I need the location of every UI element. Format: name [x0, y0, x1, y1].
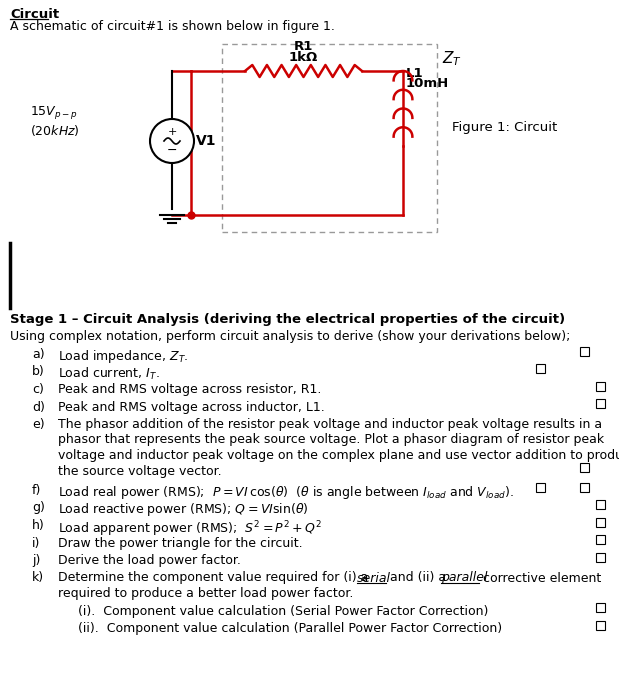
Text: e): e)	[32, 418, 45, 431]
Text: voltage and inductor peak voltage on the complex plane and use vector addition t: voltage and inductor peak voltage on the…	[58, 449, 619, 462]
Bar	[595, 535, 605, 544]
Text: Load real power (RMS);  $P = VI\,\cos(\theta)$  ($\theta$ is angle between $I_{l: Load real power (RMS); $P = VI\,\cos(\th…	[58, 484, 514, 501]
Text: c): c)	[32, 383, 44, 396]
Text: +: +	[167, 127, 176, 137]
Text: (ii).  Component value calculation (Parallel Power Factor Correction): (ii). Component value calculation (Paral…	[78, 622, 502, 635]
Bar	[579, 346, 589, 355]
Text: serial: serial	[357, 572, 391, 585]
Text: 1kΩ: 1kΩ	[289, 51, 318, 64]
Text: $(20kHz)$: $(20kHz)$	[30, 124, 80, 139]
Text: L1: L1	[406, 67, 423, 80]
Text: g): g)	[32, 501, 45, 514]
Bar	[595, 382, 605, 391]
Text: Draw the power triangle for the circuit.: Draw the power triangle for the circuit.	[58, 537, 303, 550]
Text: phasor that represents the peak source voltage. Plot a phasor diagram of resisto: phasor that represents the peak source v…	[58, 434, 604, 447]
Bar	[595, 553, 605, 561]
Text: Load current, $I_T$.: Load current, $I_T$.	[58, 365, 160, 382]
Text: $Z_T$: $Z_T$	[442, 49, 462, 68]
Bar	[579, 463, 589, 472]
Text: $15V_{p-p}$: $15V_{p-p}$	[30, 104, 78, 122]
Text: h): h)	[32, 519, 45, 532]
Bar	[595, 399, 605, 408]
Text: Determine the component value required for (i) a: Determine the component value required f…	[58, 572, 373, 585]
Text: the source voltage vector.: the source voltage vector.	[58, 464, 222, 477]
Text: V1: V1	[196, 134, 217, 148]
Text: −: −	[167, 143, 177, 156]
Text: a): a)	[32, 348, 45, 361]
Text: k): k)	[32, 572, 44, 585]
Text: The phasor addition of the resistor peak voltage and inductor peak voltage resul: The phasor addition of the resistor peak…	[58, 418, 602, 431]
Bar	[535, 482, 545, 492]
Text: Using complex notation, perform circuit analysis to derive (show your derivation: Using complex notation, perform circuit …	[10, 330, 570, 343]
Text: Load apparent power (RMS);  $S^2 = P^2 + Q^2$: Load apparent power (RMS); $S^2 = P^2 + …	[58, 519, 322, 539]
Text: i): i)	[32, 537, 40, 550]
Text: 10mH: 10mH	[406, 77, 449, 90]
Text: Stage 1 – Circuit Analysis (deriving the electrical properties of the circuit): Stage 1 – Circuit Analysis (deriving the…	[10, 313, 565, 326]
Bar	[579, 482, 589, 492]
Text: parallel: parallel	[441, 572, 488, 585]
Text: Peak and RMS voltage across resistor, R1.: Peak and RMS voltage across resistor, R1…	[58, 383, 321, 396]
Text: A schematic of circuit#1 is shown below in figure 1.: A schematic of circuit#1 is shown below …	[10, 20, 335, 33]
Text: Derive the load power factor.: Derive the load power factor.	[58, 554, 241, 567]
Text: Figure 1: Circuit: Figure 1: Circuit	[452, 122, 557, 135]
Text: Load impedance, $Z_T$.: Load impedance, $Z_T$.	[58, 348, 188, 365]
Bar	[222, 44, 437, 232]
Bar	[595, 518, 605, 527]
Text: R1: R1	[294, 40, 313, 53]
Text: f): f)	[32, 484, 41, 497]
Text: j): j)	[32, 554, 40, 567]
Circle shape	[150, 119, 194, 163]
Text: Peak and RMS voltage across inductor, L1.: Peak and RMS voltage across inductor, L1…	[58, 400, 325, 413]
Text: d): d)	[32, 400, 45, 413]
Bar	[595, 500, 605, 509]
Text: Load reactive power (RMS); $Q = VI\sin(\theta)$: Load reactive power (RMS); $Q = VI\sin(\…	[58, 501, 309, 518]
Bar	[535, 364, 545, 373]
Text: Circuit: Circuit	[10, 8, 59, 21]
Text: and (ii) a: and (ii) a	[386, 572, 450, 585]
Text: corrective element: corrective element	[479, 572, 601, 585]
Bar	[595, 603, 605, 612]
Text: b): b)	[32, 365, 45, 378]
Bar	[595, 620, 605, 630]
Text: (i).  Component value calculation (Serial Power Factor Correction): (i). Component value calculation (Serial…	[78, 604, 488, 617]
Text: required to produce a better load power factor.: required to produce a better load power …	[58, 587, 353, 600]
